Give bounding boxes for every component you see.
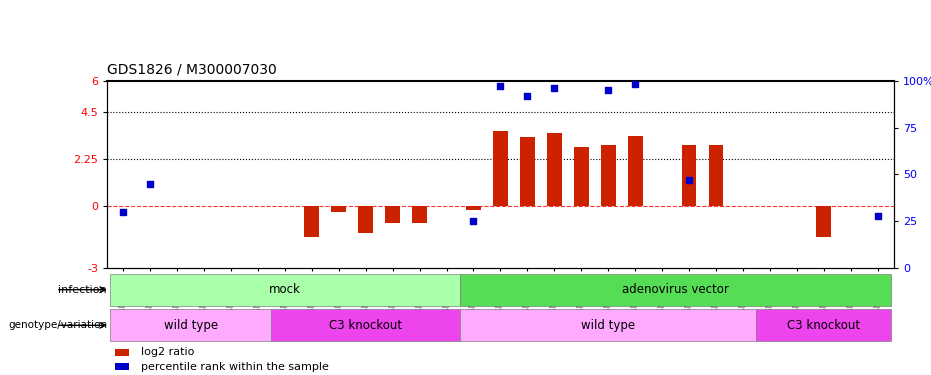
- Point: [627, 81, 642, 87]
- Bar: [304, 206, 319, 237]
- Bar: [681, 145, 696, 206]
- Bar: [272, 309, 460, 341]
- Text: wild type: wild type: [164, 319, 218, 332]
- Bar: [110, 309, 272, 341]
- Bar: [708, 145, 723, 206]
- Bar: [358, 206, 373, 233]
- Point: [546, 85, 561, 91]
- Bar: [573, 147, 588, 206]
- Bar: [115, 363, 129, 370]
- Point: [493, 83, 508, 89]
- Bar: [331, 206, 346, 212]
- Text: wild type: wild type: [581, 319, 635, 332]
- Bar: [627, 136, 642, 206]
- Point: [466, 218, 481, 224]
- Bar: [385, 206, 400, 224]
- Bar: [519, 137, 534, 206]
- Text: mock: mock: [269, 283, 301, 296]
- Point: [681, 177, 696, 183]
- Point: [870, 213, 885, 219]
- Bar: [816, 206, 831, 237]
- Bar: [115, 349, 129, 355]
- Text: GDS1826 / M300007030: GDS1826 / M300007030: [107, 63, 277, 76]
- Bar: [756, 309, 891, 341]
- Text: C3 knockout: C3 knockout: [330, 319, 402, 332]
- Text: infection: infection: [59, 285, 107, 295]
- Text: genotype/variation: genotype/variation: [8, 320, 107, 330]
- Point: [600, 87, 615, 93]
- Bar: [110, 274, 460, 306]
- Point: [519, 93, 534, 99]
- Bar: [466, 206, 481, 210]
- Bar: [412, 206, 427, 224]
- Text: percentile rank within the sample: percentile rank within the sample: [141, 362, 329, 372]
- Text: C3 knockout: C3 knockout: [787, 319, 860, 332]
- Bar: [546, 133, 561, 206]
- Point: [115, 209, 130, 215]
- Point: [142, 181, 157, 187]
- Text: adenovirus vector: adenovirus vector: [622, 283, 729, 296]
- Text: log2 ratio: log2 ratio: [141, 347, 195, 357]
- Bar: [600, 145, 615, 206]
- Bar: [460, 274, 891, 306]
- Bar: [493, 130, 507, 206]
- Bar: [460, 309, 756, 341]
